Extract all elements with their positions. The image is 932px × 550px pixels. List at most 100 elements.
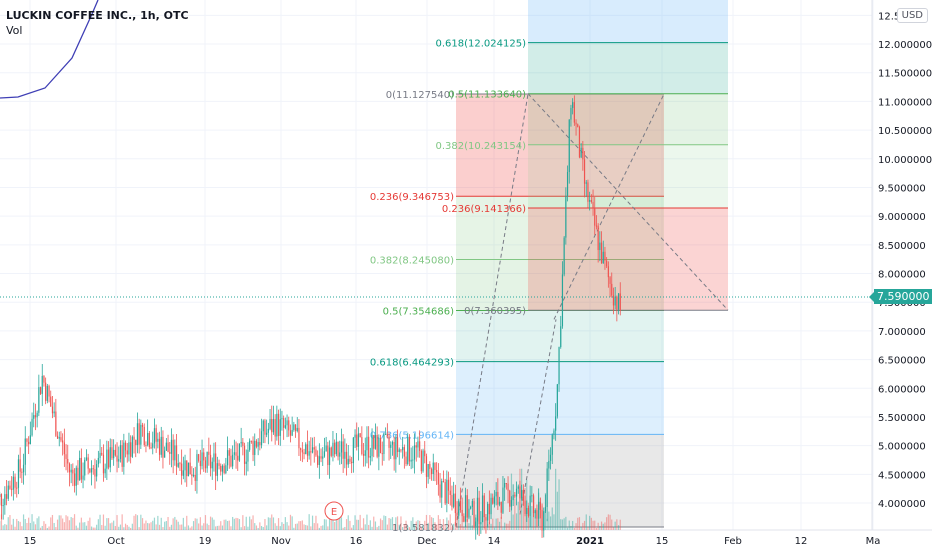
volume-bar bbox=[604, 522, 606, 530]
candle-body bbox=[527, 507, 530, 516]
candle-body bbox=[422, 450, 424, 472]
candle-body bbox=[402, 447, 404, 451]
candle-body bbox=[357, 433, 360, 447]
volume-bar bbox=[79, 522, 81, 530]
candle-body bbox=[369, 456, 371, 458]
candle-body bbox=[487, 503, 489, 521]
volume-bar bbox=[424, 520, 426, 530]
volume-bar bbox=[51, 514, 54, 530]
volume-bar bbox=[209, 516, 212, 530]
candle-body bbox=[607, 266, 609, 278]
candle-body bbox=[532, 495, 535, 514]
volume-bar bbox=[439, 519, 441, 530]
candle-body bbox=[599, 242, 601, 251]
candle-body bbox=[328, 447, 331, 466]
volume-bar bbox=[453, 523, 455, 530]
candle-body bbox=[505, 483, 507, 485]
currency-selector[interactable]: USD bbox=[896, 8, 928, 23]
volume-bar bbox=[28, 517, 30, 530]
candle-body bbox=[264, 420, 266, 435]
volume-bar bbox=[425, 514, 428, 530]
candle-body bbox=[220, 465, 222, 472]
volume-bar bbox=[22, 514, 25, 530]
volume-bar bbox=[191, 526, 193, 530]
volume-bar bbox=[315, 515, 317, 530]
candle-body bbox=[186, 460, 188, 477]
candle-body bbox=[118, 458, 120, 462]
candle-body bbox=[167, 442, 169, 453]
volume-bar bbox=[213, 519, 215, 530]
volume-bar bbox=[284, 517, 286, 530]
volume-bar bbox=[135, 514, 137, 530]
last-price-label: 7.590000 bbox=[869, 289, 932, 304]
symbol-title[interactable]: LUCKIN COFFEE INC., 1h, OTC bbox=[6, 9, 189, 22]
volume-bar bbox=[498, 521, 501, 530]
volume-bar bbox=[451, 526, 453, 530]
candle-body bbox=[90, 468, 93, 473]
candle-body bbox=[187, 462, 190, 477]
fib2-zone bbox=[528, 0, 728, 43]
volume-bar bbox=[362, 518, 365, 530]
candle-body bbox=[113, 449, 115, 459]
volume-bar bbox=[566, 527, 569, 530]
candle-body bbox=[558, 347, 560, 385]
candle-body bbox=[29, 435, 31, 445]
volume-bar bbox=[456, 517, 458, 530]
candle-body bbox=[271, 418, 273, 433]
volume-bar bbox=[473, 525, 475, 530]
candle-body bbox=[379, 437, 382, 454]
volume-bar bbox=[322, 525, 324, 530]
volume-bar bbox=[589, 515, 591, 530]
candle-body bbox=[102, 454, 105, 474]
candle-body bbox=[325, 445, 327, 452]
candle-body bbox=[254, 440, 256, 455]
volume-bar bbox=[390, 518, 392, 530]
volume-bar bbox=[245, 516, 247, 530]
volume-bar bbox=[320, 525, 322, 530]
volume-bar bbox=[111, 522, 113, 530]
volume-bar bbox=[92, 527, 94, 530]
candle-body bbox=[67, 458, 69, 464]
volume-bar bbox=[500, 516, 502, 530]
fib1-trend-line bbox=[455, 93, 529, 528]
candle-body bbox=[296, 427, 298, 432]
candle-body bbox=[206, 451, 208, 469]
candle-body bbox=[165, 442, 167, 451]
volume-bar bbox=[328, 515, 331, 530]
volume-bar bbox=[313, 523, 315, 530]
fib1-zone bbox=[456, 259, 664, 311]
candle-body bbox=[555, 416, 557, 431]
volume-bar bbox=[128, 526, 130, 530]
candle-body bbox=[582, 147, 584, 160]
volume-bar bbox=[379, 518, 382, 530]
candle-body bbox=[289, 430, 292, 436]
volume-bar bbox=[385, 516, 387, 530]
volume-bar bbox=[468, 523, 470, 530]
volume-bar bbox=[539, 498, 541, 530]
volume-bar bbox=[432, 517, 434, 530]
candle-body bbox=[458, 500, 460, 516]
x-tick-label: Ma bbox=[866, 536, 881, 547]
volume-bar bbox=[266, 525, 268, 530]
x-tick-label: 2021 bbox=[576, 536, 604, 547]
volume-bar bbox=[294, 523, 297, 530]
volume-bar bbox=[43, 521, 45, 530]
volume-bar bbox=[366, 514, 368, 530]
candle-body bbox=[41, 375, 43, 394]
volume-bar bbox=[204, 515, 207, 530]
candle-body bbox=[442, 481, 445, 483]
candle-body bbox=[400, 449, 402, 451]
volume-bar bbox=[36, 518, 38, 530]
y-tick-label: 10.000000 bbox=[878, 155, 932, 166]
volume-bar bbox=[104, 525, 106, 530]
candle-body bbox=[148, 433, 150, 448]
volume-bar bbox=[616, 519, 618, 530]
candle-body bbox=[420, 450, 422, 472]
volume-indicator-label[interactable]: Vol bbox=[6, 24, 23, 37]
volume-bar bbox=[143, 523, 145, 530]
volume-bar bbox=[96, 524, 98, 530]
volume-bar bbox=[65, 515, 67, 530]
candle-body bbox=[617, 293, 620, 310]
volume-bar bbox=[481, 516, 484, 530]
